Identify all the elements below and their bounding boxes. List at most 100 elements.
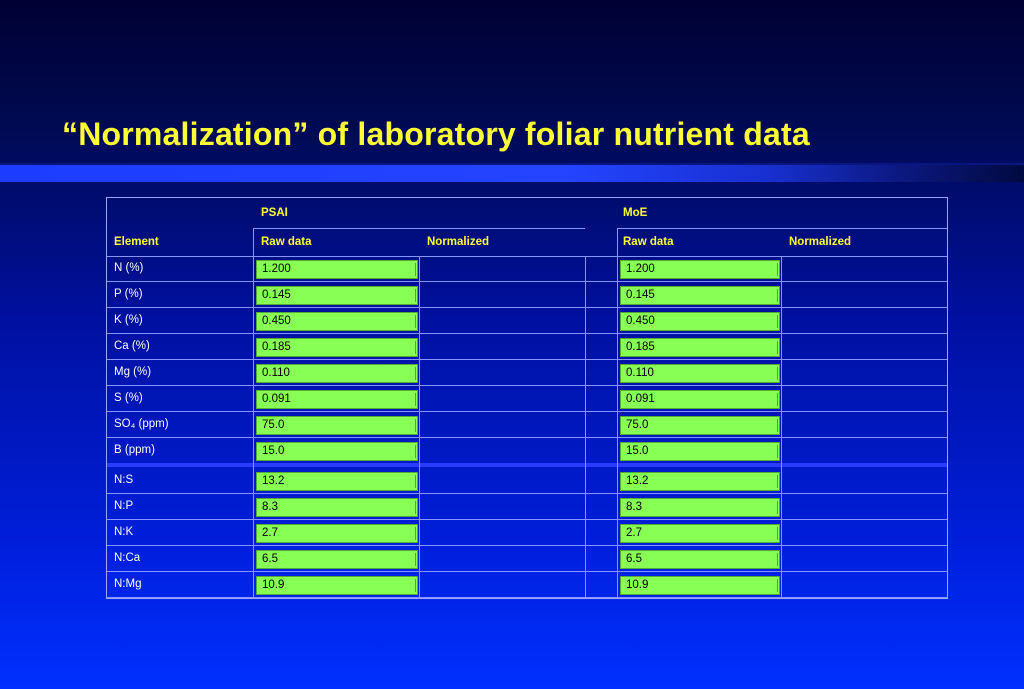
- moe-raw-value: 6.5: [620, 550, 780, 569]
- header-divider-moe: [617, 228, 947, 229]
- table-row: N (%) 1.200 1.200: [107, 256, 947, 282]
- cell-tick: [777, 445, 778, 458]
- table-row: N:S 13.2 13.2: [107, 468, 947, 494]
- table-row: SO₄ (ppm) 75.0 75.0: [107, 412, 947, 438]
- psai-raw-text: 0.110: [262, 367, 290, 379]
- element-label: N:K: [114, 526, 134, 538]
- cell-tick: [777, 393, 778, 406]
- moe-raw-text: 2.7: [626, 527, 642, 539]
- column-line: [419, 256, 420, 598]
- header-bottom-line: [107, 256, 947, 257]
- element-label: Ca (%): [114, 340, 150, 352]
- moe-raw-value: 0.110: [620, 364, 780, 383]
- psai-raw-value: 15.0: [256, 442, 418, 461]
- column-line: [253, 256, 254, 598]
- cell-tick: [415, 579, 416, 592]
- cell-tick: [415, 289, 416, 302]
- moe-raw-value: 8.3: [620, 498, 780, 517]
- element-label: N:Mg: [114, 578, 142, 590]
- psai-raw-value: 0.450: [256, 312, 418, 331]
- moe-raw-value: 0.091: [620, 390, 780, 409]
- column-line: [253, 228, 254, 256]
- psai-raw-text: 0.091: [262, 393, 291, 405]
- psai-raw-value: 8.3: [256, 498, 418, 517]
- moe-raw-value: 10.9: [620, 576, 780, 595]
- cell-tick: [415, 475, 416, 488]
- psai-raw-value: 0.185: [256, 338, 418, 357]
- psai-raw-value: 10.9: [256, 576, 418, 595]
- moe-raw-text: 8.3: [626, 501, 642, 513]
- moe-raw-text: 0.145: [626, 289, 655, 301]
- row-line: [107, 597, 947, 598]
- table-row: N:Ca 6.5 6.5: [107, 546, 947, 572]
- element-label: SO₄ (ppm): [114, 418, 169, 430]
- moe-raw-text: 0.185: [626, 341, 655, 353]
- element-label: N (%): [114, 262, 144, 274]
- row-line: [107, 333, 947, 334]
- table-row: Mg (%) 0.110 0.110: [107, 360, 947, 386]
- table-row: N:K 2.7 2.7: [107, 520, 947, 546]
- column-line: [585, 256, 586, 598]
- cell-tick: [777, 527, 778, 540]
- element-label: N:S: [114, 474, 134, 486]
- psai-raw-text: 2.7: [262, 527, 278, 539]
- moe-normalized-header: Normalized: [789, 236, 851, 248]
- cell-tick: [777, 289, 778, 302]
- column-line: [781, 256, 782, 598]
- element-label: B (ppm): [114, 444, 155, 456]
- element-label: Mg (%): [114, 366, 152, 378]
- row-line: [107, 385, 947, 386]
- psai-raw-value: 0.091: [256, 390, 418, 409]
- psai-raw-text: 0.450: [262, 315, 291, 327]
- psai-raw-value: 0.145: [256, 286, 418, 305]
- element-label: P (%): [114, 288, 143, 300]
- table-row: P (%) 0.145 0.145: [107, 282, 947, 308]
- psai-raw-header: Raw data: [261, 236, 312, 248]
- moe-raw-text: 0.450: [626, 315, 655, 327]
- moe-raw-header: Raw data: [623, 236, 674, 248]
- psai-raw-value: 0.110: [256, 364, 418, 383]
- psai-raw-text: 15.0: [262, 445, 285, 457]
- row-line: [107, 307, 947, 308]
- moe-raw-text: 10.9: [626, 579, 649, 591]
- cell-tick: [415, 501, 416, 514]
- column-line: [617, 256, 618, 598]
- cell-tick: [777, 579, 778, 592]
- element-label: K (%): [114, 314, 143, 326]
- row-line: [107, 519, 947, 520]
- cell-tick: [415, 393, 416, 406]
- cell-tick: [415, 527, 416, 540]
- slide-title: “Normalization” of laboratory foliar nut…: [62, 116, 810, 152]
- cell-tick: [777, 341, 778, 354]
- cell-tick: [415, 263, 416, 276]
- cell-tick: [415, 553, 416, 566]
- moe-raw-value: 0.450: [620, 312, 780, 331]
- element-header: Element: [114, 236, 159, 248]
- table-row: K (%) 0.450 0.450: [107, 308, 947, 334]
- element-label: N:Ca: [114, 552, 141, 564]
- table-row: B (ppm) 15.0 15.0: [107, 438, 947, 464]
- row-line: [107, 545, 947, 546]
- group-header-moe: MoE: [623, 207, 648, 219]
- moe-raw-text: 1.200: [626, 263, 655, 275]
- moe-raw-value: 0.145: [620, 286, 780, 305]
- psai-raw-text: 6.5: [262, 553, 278, 565]
- psai-raw-text: 10.9: [262, 579, 285, 591]
- table-row: Ca (%) 0.185 0.185: [107, 334, 947, 360]
- psai-raw-text: 8.3: [262, 501, 278, 513]
- psai-raw-text: 13.2: [262, 475, 285, 487]
- cell-tick: [777, 553, 778, 566]
- psai-raw-text: 0.145: [262, 289, 291, 301]
- row-line: [107, 411, 947, 412]
- section-separator: [107, 463, 947, 467]
- psai-raw-value: 75.0: [256, 416, 418, 435]
- row-line: [107, 437, 947, 438]
- moe-raw-value: 75.0: [620, 416, 780, 435]
- psai-raw-value: 1.200: [256, 260, 418, 279]
- cell-tick: [777, 367, 778, 380]
- moe-raw-text: 0.091: [626, 393, 655, 405]
- element-label: N:P: [114, 500, 134, 512]
- column-line: [617, 228, 618, 256]
- moe-raw-text: 6.5: [626, 553, 642, 565]
- nutrient-table: PSAI MoE Element Raw data Normalized Raw…: [106, 197, 948, 599]
